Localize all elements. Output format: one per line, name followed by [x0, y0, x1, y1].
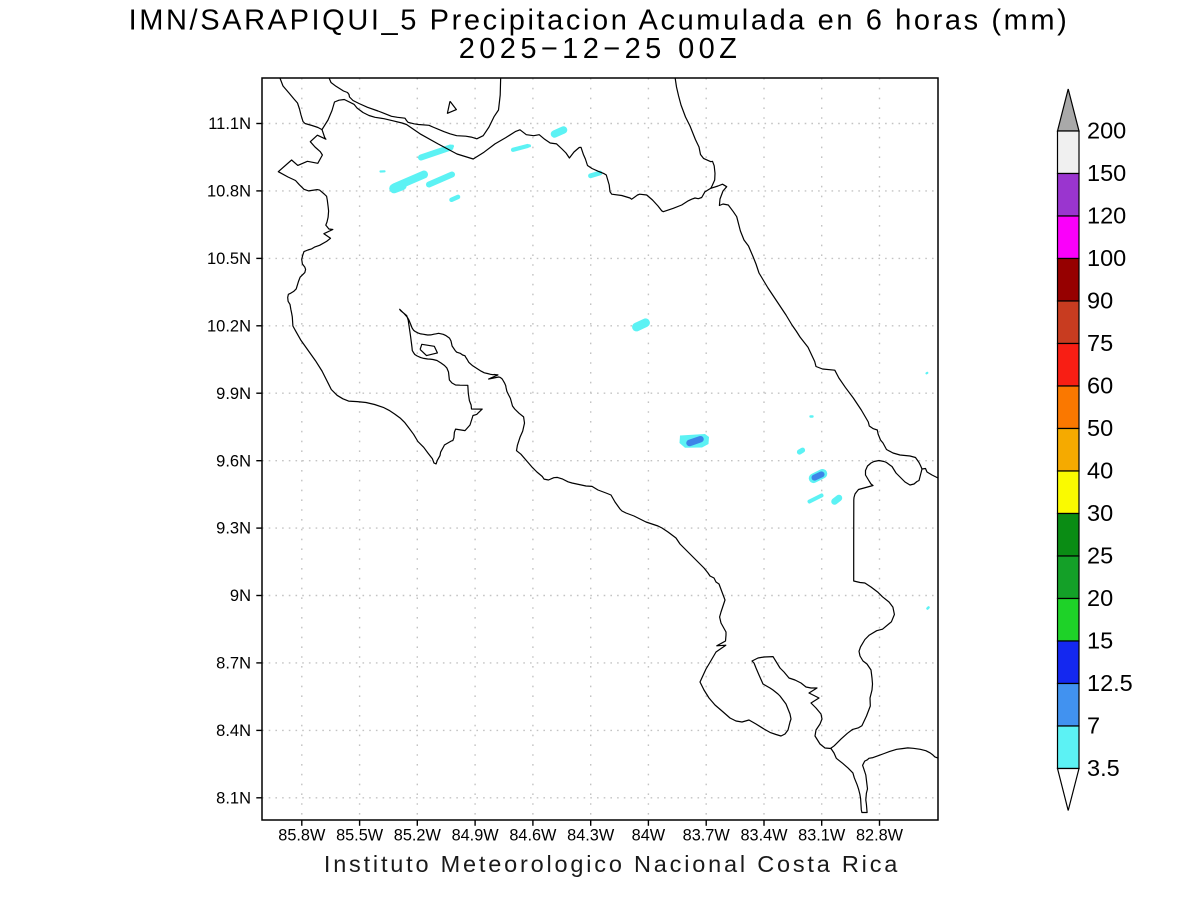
- svg-text:8.1N: 8.1N: [216, 789, 251, 807]
- svg-text:10.8N: 10.8N: [207, 183, 251, 201]
- svg-text:60: 60: [1087, 373, 1113, 399]
- svg-text:50: 50: [1087, 415, 1113, 441]
- svg-text:83.1W: 83.1W: [798, 827, 846, 845]
- svg-text:40: 40: [1087, 458, 1113, 484]
- svg-text:12.5: 12.5: [1087, 670, 1133, 696]
- svg-text:3.5: 3.5: [1087, 755, 1120, 781]
- svg-text:11.1N: 11.1N: [208, 115, 251, 133]
- svg-text:83.4W: 83.4W: [740, 827, 788, 845]
- svg-text:8.7N: 8.7N: [216, 655, 251, 673]
- svg-text:85.2W: 85.2W: [394, 827, 442, 845]
- svg-text:83.7W: 83.7W: [683, 827, 731, 845]
- svg-text:200: 200: [1087, 118, 1126, 144]
- svg-text:75: 75: [1087, 330, 1113, 356]
- svg-text:7: 7: [1087, 713, 1100, 739]
- svg-text:100: 100: [1087, 245, 1126, 271]
- svg-text:9N: 9N: [230, 587, 251, 605]
- svg-text:84.6W: 84.6W: [509, 827, 557, 845]
- svg-text:8.4N: 8.4N: [216, 722, 251, 740]
- svg-text:84.9W: 84.9W: [452, 827, 500, 845]
- svg-text:10.2N: 10.2N: [207, 317, 251, 335]
- svg-text:120: 120: [1087, 203, 1126, 229]
- svg-text:9.6N: 9.6N: [216, 452, 251, 470]
- svg-text:25: 25: [1087, 543, 1113, 569]
- svg-text:85.8W: 85.8W: [278, 827, 326, 845]
- svg-text:30: 30: [1087, 500, 1113, 526]
- svg-text:85.5W: 85.5W: [336, 827, 384, 845]
- svg-text:15: 15: [1087, 628, 1113, 654]
- svg-text:2025−12−25 00Z: 2025−12−25 00Z: [459, 33, 742, 65]
- svg-text:Instituto Meteorologico Nacion: Instituto Meteorologico Nacional Costa R…: [324, 851, 900, 877]
- svg-text:9.3N: 9.3N: [216, 520, 251, 538]
- svg-text:82.8W: 82.8W: [856, 827, 904, 845]
- svg-text:IMN/SARAPIQUI_5 Precipitacion: IMN/SARAPIQUI_5 Precipitacion Acumulada …: [129, 5, 1070, 37]
- svg-text:9.9N: 9.9N: [216, 385, 251, 403]
- svg-text:20: 20: [1087, 585, 1113, 611]
- svg-text:90: 90: [1087, 288, 1113, 314]
- svg-text:150: 150: [1087, 160, 1126, 186]
- svg-text:10.5N: 10.5N: [207, 250, 251, 268]
- svg-text:84W: 84W: [632, 827, 666, 845]
- svg-text:84.3W: 84.3W: [567, 827, 615, 845]
